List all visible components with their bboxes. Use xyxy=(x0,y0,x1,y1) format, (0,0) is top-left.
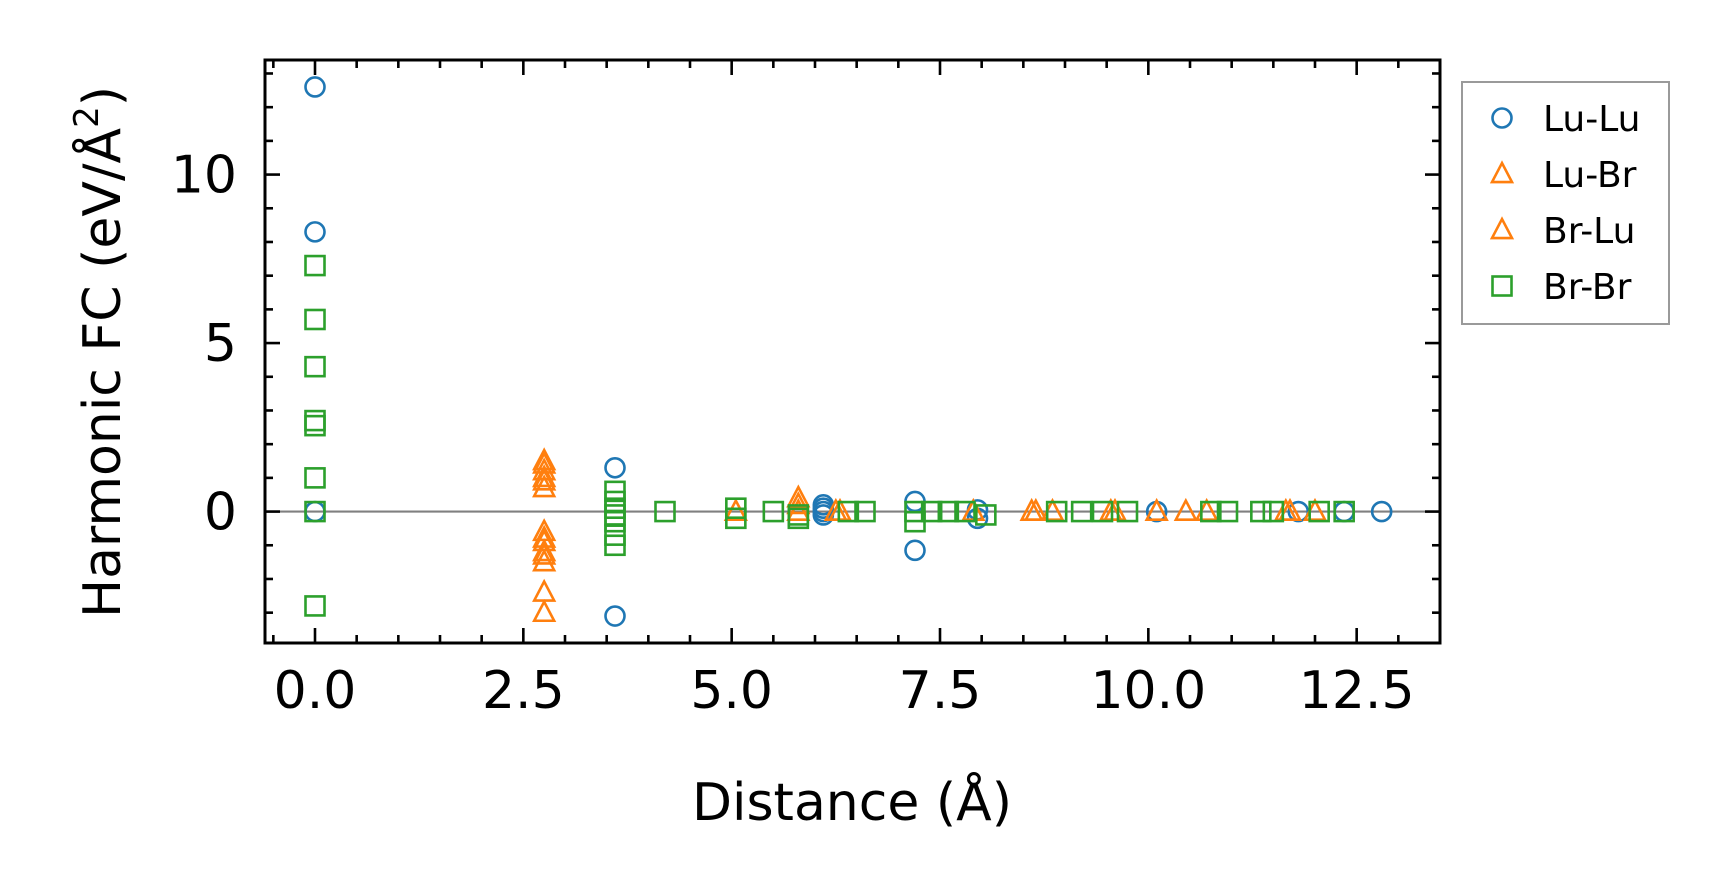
point-br-br xyxy=(304,308,326,331)
point-br-br xyxy=(604,534,626,557)
x-tick-label: 2.5 xyxy=(482,661,565,721)
point-br-lu xyxy=(532,464,557,488)
x-tick-label: 12.5 xyxy=(1299,661,1415,721)
point-br-br xyxy=(1333,500,1355,523)
point-br-br xyxy=(304,595,326,617)
y-axis-title-close: ) xyxy=(73,86,133,106)
x-tick-label: 10.0 xyxy=(1090,661,1206,721)
point-br-br xyxy=(304,500,326,523)
point-br-br xyxy=(304,467,326,489)
point-br-lu xyxy=(532,541,557,565)
point-br-lu xyxy=(786,491,811,515)
point-br-br xyxy=(1250,500,1272,523)
point-lu-br xyxy=(1144,497,1169,521)
point-br-br xyxy=(304,254,326,277)
point-br-br xyxy=(937,500,960,523)
point-br-br xyxy=(920,500,943,523)
point-br-br xyxy=(1262,500,1285,523)
point-br-br xyxy=(1200,500,1222,523)
point-br-br xyxy=(762,500,785,523)
legend-label: Br-Lu xyxy=(1543,211,1635,252)
legend-marker xyxy=(1491,107,1513,129)
point-lu-br xyxy=(532,548,557,572)
point-br-br xyxy=(1070,500,1093,523)
y-tick-label: 0 xyxy=(204,483,237,543)
legend-items: Lu-Lu Lu-Br Br-Lu Br-Br xyxy=(1489,99,1640,308)
point-lu-lu xyxy=(304,221,326,243)
legend-frame xyxy=(1461,81,1670,325)
legend-label: Lu-Br xyxy=(1543,155,1637,196)
point-br-br xyxy=(725,507,747,530)
point-br-br xyxy=(954,500,976,523)
legend-label: Br-Br xyxy=(1543,267,1632,308)
legend-marker xyxy=(1489,160,1515,184)
point-br-br xyxy=(787,507,810,530)
point-lu-lu xyxy=(604,456,626,479)
point-lu-br xyxy=(532,598,557,623)
point-br-br xyxy=(1045,500,1068,523)
plot-area-frame xyxy=(263,58,1442,645)
point-lu-lu xyxy=(904,539,926,562)
point-br-lu xyxy=(1277,497,1303,521)
point-br-br xyxy=(1116,500,1139,523)
x-tick-label: 7.5 xyxy=(899,661,982,721)
point-br-lu xyxy=(1023,497,1048,521)
point-br-br xyxy=(304,414,326,437)
x-tick-label: 0.0 xyxy=(274,661,357,721)
point-lu-lu xyxy=(304,76,326,98)
point-br-br xyxy=(837,500,860,523)
point-lu-br xyxy=(532,467,557,491)
point-br-br xyxy=(975,504,997,526)
y-axis-title: Harmonic FC (eV/Å2) xyxy=(67,86,133,618)
point-lu-br xyxy=(786,497,811,521)
point-br-lu xyxy=(532,450,557,474)
point-lu-br xyxy=(1173,497,1198,521)
y-axis-title-superscript: 2 xyxy=(67,106,107,128)
point-lu-lu xyxy=(604,605,626,627)
y-axis-title-main: Harmonic FC (eV/Å xyxy=(71,127,133,618)
point-br-br xyxy=(604,510,626,533)
legend-label: Lu-Lu xyxy=(1543,99,1640,140)
y-tick-label: 10 xyxy=(171,146,237,206)
legend: Lu-Lu Lu-Br Br-Lu Br-Br xyxy=(1461,81,1670,325)
legend-marker xyxy=(1491,275,1513,297)
point-br-br xyxy=(854,500,876,523)
y-tick-label: 5 xyxy=(204,314,237,374)
point-br-br xyxy=(1091,500,1114,523)
point-lu-br xyxy=(723,497,748,521)
legend-marker xyxy=(1489,216,1515,240)
point-br-br xyxy=(304,355,326,378)
points-layer xyxy=(304,76,1393,627)
x-tick-label: 5.0 xyxy=(690,661,773,721)
point-br-br xyxy=(654,500,676,523)
point-lu-lu xyxy=(1370,500,1393,523)
point-lu-br xyxy=(532,538,557,562)
point-br-lu xyxy=(1102,497,1128,521)
point-br-br xyxy=(1308,500,1330,523)
x-axis-title: Distance (Å) xyxy=(692,771,1012,833)
point-br-br xyxy=(1216,500,1239,523)
tick-labels-layer: 0.0 2.5 5.0 7.5 10.0 12.5 0 5 10 xyxy=(171,146,1415,721)
